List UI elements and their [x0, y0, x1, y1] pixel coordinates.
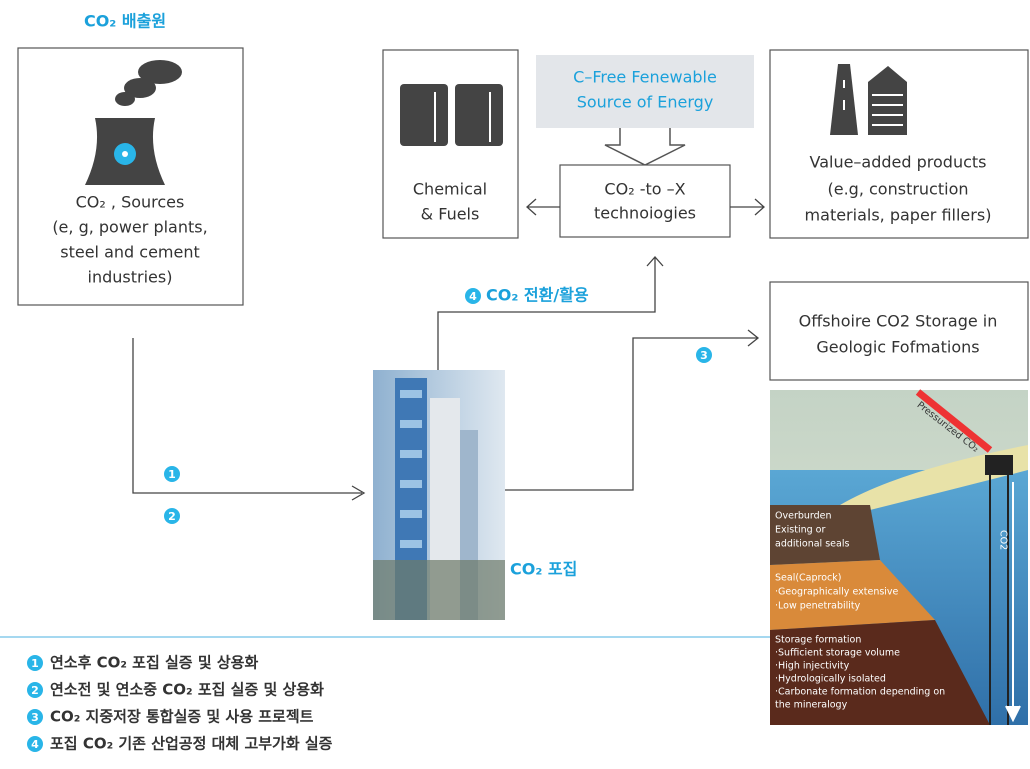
arrow [730, 199, 764, 215]
step-number: 1 [168, 468, 176, 481]
layer-label: Existing or [775, 525, 825, 536]
energy-box [536, 55, 754, 128]
shape [400, 510, 422, 518]
products-text: materials, paper fillers) [805, 206, 992, 225]
products-text: (e.g, construction [828, 180, 969, 199]
shape [843, 100, 845, 110]
shape [115, 92, 135, 106]
source-text: CO₂ , Sources [76, 193, 185, 212]
source-text: (e, g, power plants, [52, 218, 207, 237]
legend-text: 연소전 및 연소중 CO₂ 포집 실증 및 상용화 [50, 681, 324, 699]
storage-box [770, 282, 1028, 380]
legend-number: 4 [31, 738, 39, 751]
utilization-label: CO₂ 전환/활용 [486, 286, 589, 305]
source-text: steel and cement [60, 243, 200, 262]
storage-text: Geologic Fofmations [816, 338, 979, 357]
chemical-text: & Fuels [421, 205, 480, 224]
layer-label: ·Geographically extensive [775, 587, 899, 598]
shape [373, 560, 505, 620]
step-number: 2 [168, 510, 176, 523]
storage-text: Offshoire CO2 Storage in [799, 312, 998, 331]
step-number: 4 [469, 290, 477, 303]
legend-number: 1 [31, 657, 39, 670]
shape [122, 151, 128, 157]
shape [434, 92, 436, 142]
layer-label: Storage formation [775, 635, 861, 646]
products-text: Value–added products [809, 153, 986, 172]
conversion-text: technoiogies [594, 204, 696, 223]
shape [843, 80, 845, 88]
chemical-text: Chemical [413, 180, 487, 199]
layer-label: ·Low penetrability [775, 601, 861, 612]
layer-label: ·Sufficient storage volume [775, 648, 900, 659]
source-text: industries) [88, 268, 173, 287]
shape [400, 84, 448, 146]
legend-number: 2 [31, 684, 39, 697]
legend-text: 포집 CO₂ 기존 산업공정 대체 고부가화 실증 [50, 735, 333, 753]
source-title: CO₂ 배출원 [84, 12, 166, 31]
shape [400, 450, 422, 458]
layer-label: ·Carbonate formation depending on [775, 687, 945, 698]
shape [400, 390, 422, 398]
step-number: 3 [700, 349, 708, 362]
layer-label: Overburden [775, 511, 832, 522]
shape [400, 540, 422, 548]
shape [400, 420, 422, 428]
energy-text: C–Free Fenewable [573, 68, 717, 87]
energy-arrow [605, 128, 685, 165]
legend-text: CO₂ 지중저장 통합실증 및 사용 프로젝트 [50, 708, 314, 726]
legend: 1 연소후 CO₂ 포집 실증 및 상용화 2 연소전 및 연소중 CO₂ 포집 실증… [27, 654, 333, 753]
energy-text: Source of Energy [577, 93, 714, 112]
layer-label: the mineralogy [775, 700, 848, 711]
shape [985, 455, 1013, 475]
shape [489, 92, 491, 142]
layer-label: ·High injectivity [775, 661, 850, 672]
diagram: CO₂ 배출원 CO₂ , Sources (e, g, power plant… [0, 0, 1030, 769]
capture-plant-photo [373, 370, 505, 620]
capture-label: CO₂ 포집 [510, 560, 577, 579]
layer-label: Seal(Caprock) [775, 573, 841, 584]
conversion-text: CO₂ -to –X [604, 180, 685, 199]
legend-text: 연소후 CO₂ 포집 실증 및 상용화 [50, 654, 258, 672]
shape [455, 84, 503, 146]
well-label: CO2 [998, 530, 1009, 550]
legend-number: 3 [31, 711, 39, 724]
flow-line [438, 257, 663, 372]
flow-line [505, 330, 758, 490]
layer-label: additional seals [775, 539, 849, 550]
arrow [527, 199, 560, 215]
shape [400, 480, 422, 488]
conversion-box [560, 165, 730, 237]
layer-label: ·Hydrologically isolated [775, 674, 886, 685]
